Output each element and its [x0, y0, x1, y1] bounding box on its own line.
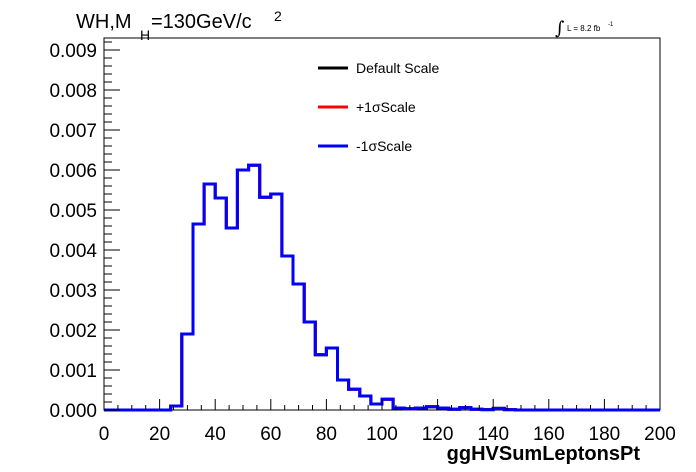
- x-tick-label: 200: [644, 424, 676, 445]
- y-tick-label: 0.004: [49, 241, 97, 262]
- x-tick-label: 40: [205, 424, 226, 445]
- x-tick-label: 20: [149, 424, 170, 445]
- legend-label-1: +1σScale: [356, 99, 416, 115]
- title-suffix: =130GeV/c: [151, 11, 252, 33]
- series-line-2: [104, 163, 660, 412]
- x-axis-title: ggHVSumLeptonsPt: [447, 443, 641, 465]
- legend: Default Scale +1σScale -1σScale: [318, 60, 439, 154]
- chart-title: WH,M H =130GeV/c 2: [76, 8, 282, 43]
- y-tick-label: 0.001: [49, 361, 97, 382]
- x-tick-label: 60: [260, 424, 281, 445]
- y-tick-label: 0.003: [49, 281, 97, 302]
- y-tick-label: 0.006: [49, 161, 97, 182]
- x-tick-label: 120: [422, 424, 454, 445]
- legend-label-0: Default Scale: [356, 60, 439, 76]
- x-tick-label: 140: [477, 424, 509, 445]
- series-line-1: [104, 163, 660, 412]
- y-tick-label: 0.002: [49, 321, 97, 342]
- title-prefix: WH,M: [76, 11, 132, 33]
- luminosity-label: ∫ L = 8.2 fb -1: [555, 18, 614, 39]
- luminosity-text: L = 8.2 fb: [567, 24, 601, 33]
- luminosity-superscript: -1: [608, 22, 614, 28]
- x-axis: 0 20 40 60 80 100 120 140 160 180 200: [99, 399, 676, 445]
- title-superscript: 2: [274, 8, 282, 24]
- y-axis: 0.000 0.001 0.002 0.003 0.004 0.005 0.006 0.007…: [49, 41, 120, 422]
- series-layer: [104, 163, 660, 412]
- x-tick-label: 180: [589, 424, 621, 445]
- y-tick-label: 0.005: [49, 201, 97, 222]
- y-tick-label: 0.007: [49, 121, 97, 142]
- y-tick-label: 0.000: [49, 401, 97, 422]
- x-tick-label: 0: [99, 424, 110, 445]
- legend-label-2: -1σScale: [356, 138, 412, 154]
- x-tick-label: 160: [533, 424, 565, 445]
- y-tick-label: 0.009: [49, 41, 97, 62]
- series-line-0: [104, 163, 660, 412]
- plot-frame: [103, 37, 661, 411]
- x-tick-label: 100: [366, 424, 398, 445]
- x-tick-label: 80: [316, 424, 337, 445]
- title-subscript: H: [140, 27, 150, 43]
- integral-sign: ∫: [555, 18, 565, 39]
- y-tick-label: 0.008: [49, 81, 97, 102]
